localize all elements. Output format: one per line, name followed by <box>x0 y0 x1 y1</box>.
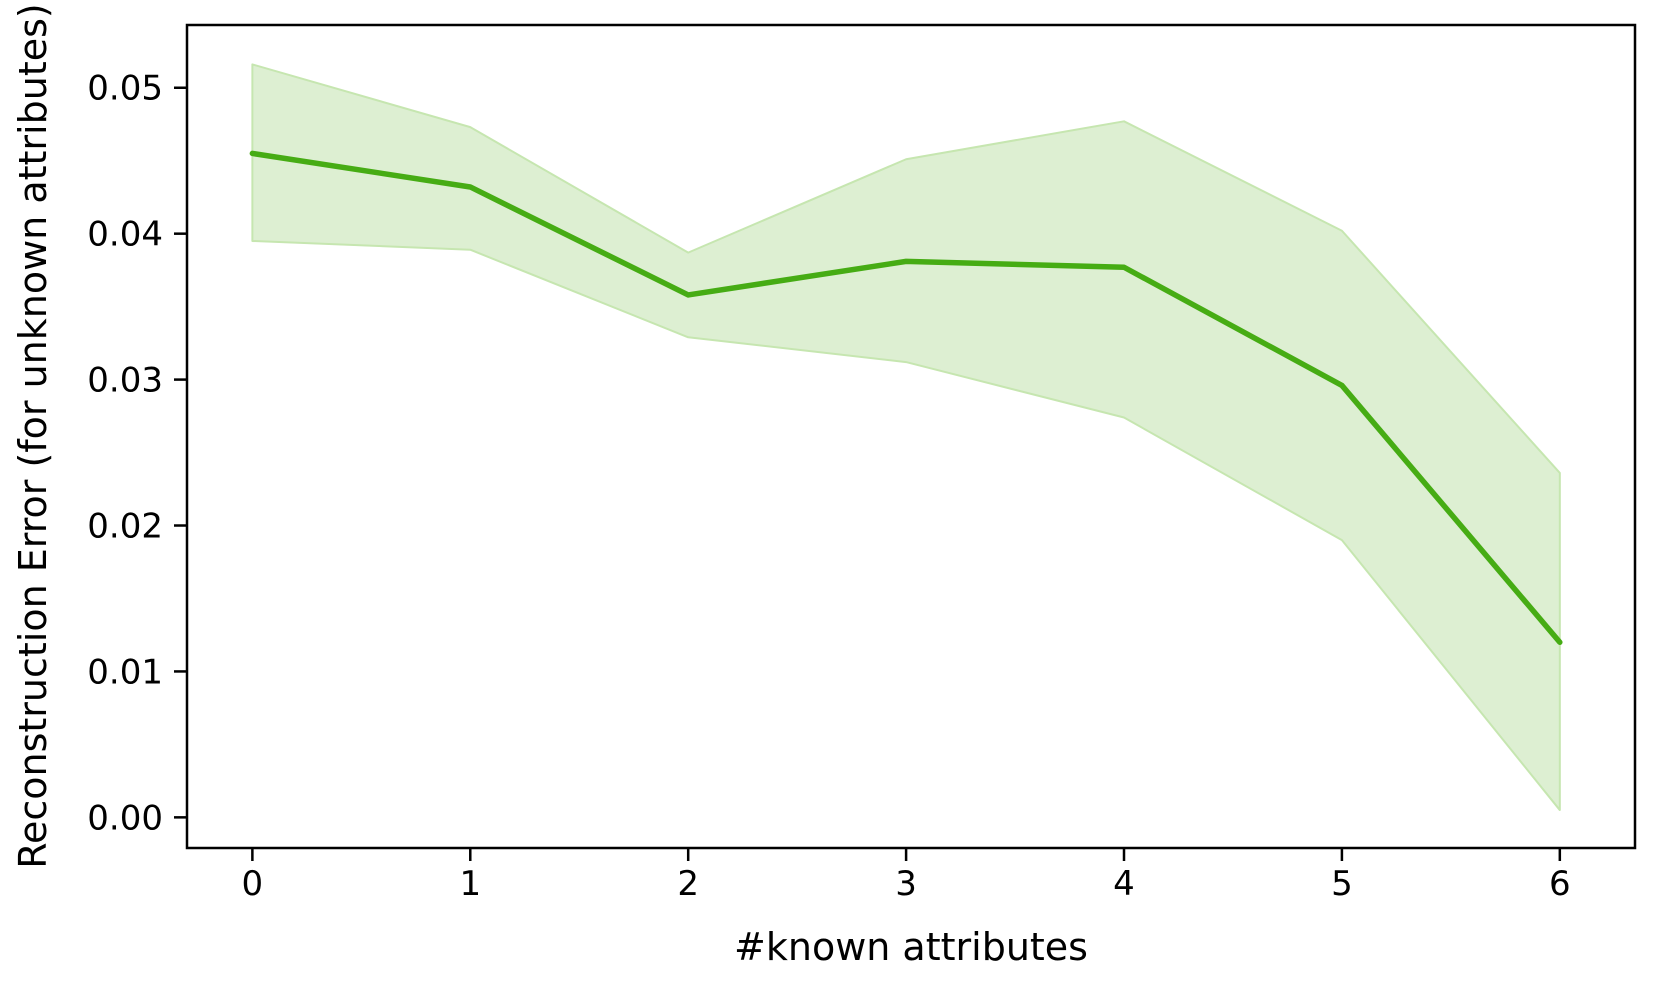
x-tick-label: 1 <box>459 864 481 904</box>
mean-line <box>249 150 1563 645</box>
x-tick-label: 0 <box>242 864 264 904</box>
y-tick-label: 0.03 <box>87 361 163 401</box>
x-tick-label: 3 <box>895 864 917 904</box>
y-axis-label: Reconstruction Error (for unknown attrib… <box>11 3 55 869</box>
y-tick-label: 0.05 <box>87 69 163 109</box>
confidence-band <box>251 63 1561 812</box>
y-tick-label: 0.00 <box>87 798 163 838</box>
y-tick-label: 0.02 <box>87 507 163 547</box>
y-tick-label: 0.04 <box>87 215 163 255</box>
y-tick-label: 0.01 <box>87 652 163 692</box>
x-tick-label: 5 <box>1331 864 1353 904</box>
x-tick-label: 6 <box>1549 864 1571 904</box>
x-tick-label: 2 <box>677 864 699 904</box>
x-tick-label: 4 <box>1113 864 1135 904</box>
plot-border <box>185 23 1637 850</box>
x-axis-label: #known attributes <box>734 925 1088 969</box>
